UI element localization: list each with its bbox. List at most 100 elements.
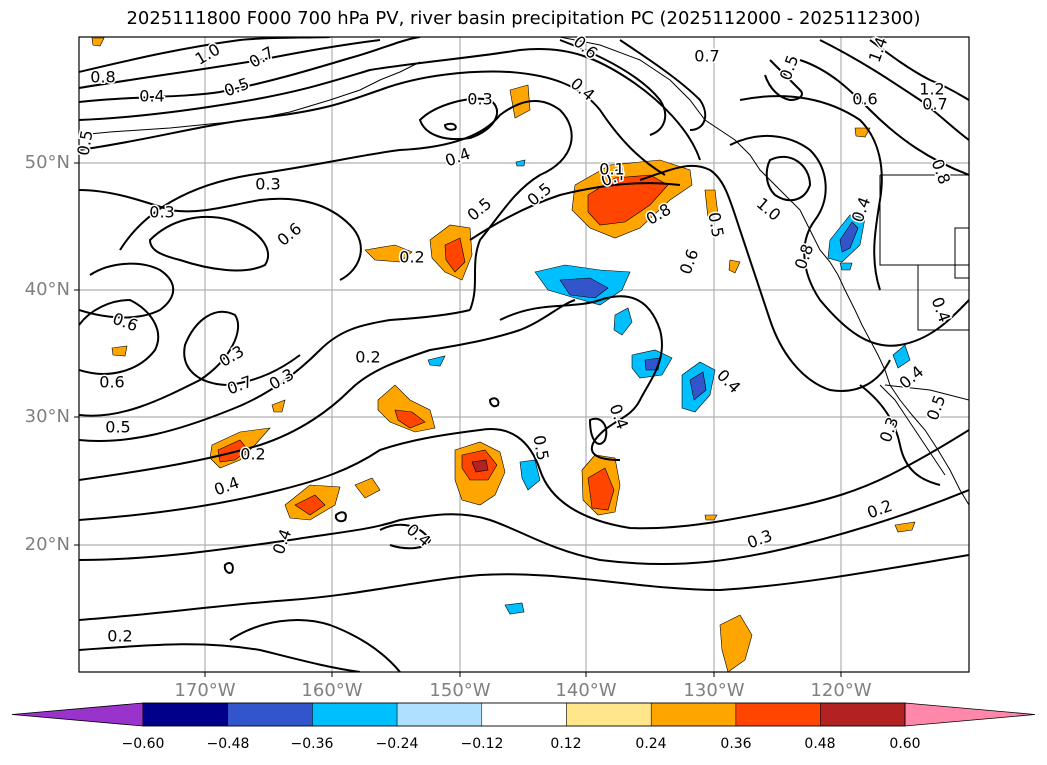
contour-label: 1.2 <box>919 80 944 99</box>
pv-contour <box>79 39 381 89</box>
pv-contour <box>79 299 576 481</box>
colorbar-cell <box>481 702 567 727</box>
pv-contour <box>729 134 969 347</box>
precip-area-pos <box>364 244 413 263</box>
contour-label: 0.8 <box>928 156 955 186</box>
colorbar-tick-label: 0.36 <box>720 736 752 752</box>
contour-label: 0.5 <box>704 211 727 239</box>
lon-label-150w: 150°W <box>429 680 491 701</box>
precip-area-pos <box>854 127 871 138</box>
precip-area-neg <box>515 159 526 167</box>
contour-label: 0.2 <box>355 348 380 367</box>
contour-label: 0.3 <box>255 175 280 194</box>
contour-label: 0.2 <box>399 248 424 267</box>
contour-label: 0.7 <box>694 47 719 66</box>
pv-contour <box>79 310 301 417</box>
contour-label: 0.5 <box>923 392 950 422</box>
pv-contour <box>79 298 160 375</box>
coastline-alaska <box>79 61 421 136</box>
precip-area-pos <box>704 189 719 219</box>
precip-area-pos <box>294 494 326 516</box>
colorbar-cell <box>820 702 906 727</box>
pv-contour <box>379 523 432 550</box>
precip-area-neg <box>839 221 859 253</box>
lon-label-120w: 120°W <box>810 680 872 701</box>
pv-contour <box>79 262 175 319</box>
contour-label: 0.7 <box>246 43 278 72</box>
pv-contour <box>819 39 969 141</box>
contour-label: 0.4 <box>442 144 472 171</box>
colorbar-tick-label: −0.60 <box>121 736 165 752</box>
precip-area-neg <box>519 459 541 491</box>
contour-label: 0.4 <box>211 473 241 500</box>
contour-label: 0.3 <box>216 342 248 371</box>
colorbar-cell <box>142 702 228 727</box>
lon-label-160w: 160°W <box>301 680 363 701</box>
pv-contour <box>334 511 347 523</box>
border-usa-mexico <box>884 384 969 401</box>
pv-contour-lines <box>79 37 969 672</box>
precip-area-neg <box>613 307 633 336</box>
contour-label: 0.1 <box>599 160 624 179</box>
colorbar-cell <box>396 702 483 727</box>
contour-label: 0.8 <box>791 241 818 271</box>
pv-contour <box>588 417 608 445</box>
precip-area-neg <box>559 277 609 299</box>
contour-label: 0.4 <box>713 366 744 397</box>
precip-area-pos <box>444 237 466 273</box>
contour-label: 1.4 <box>865 34 892 64</box>
precip-area-neg <box>839 262 853 271</box>
contour-label: 0.6 <box>852 90 877 109</box>
contour-label: 0.6 <box>274 219 306 250</box>
lat-label-30n: 30°N <box>24 406 70 427</box>
map-gridlines <box>79 37 969 672</box>
pv-contour <box>229 619 401 672</box>
contour-label: 0.8 <box>90 68 115 87</box>
colorbar-tick-label: −0.12 <box>460 736 504 752</box>
colorbar-tick-label: −0.36 <box>290 736 334 752</box>
pv-contour <box>79 643 361 672</box>
pv-contour <box>469 182 681 241</box>
pv-contour <box>223 562 234 574</box>
pv-contour <box>79 309 471 442</box>
colorbar-cell <box>227 702 313 727</box>
coastline-alaska-gulf <box>559 37 801 211</box>
colorbar-extend-min <box>11 702 144 727</box>
contour-label: 0.4 <box>567 74 599 105</box>
precip-area-pos <box>394 409 426 429</box>
contour-label: 0.4 <box>848 194 875 224</box>
precip-area-pos <box>509 84 531 119</box>
axis-ticks <box>74 162 842 677</box>
pv-contour <box>418 97 499 140</box>
contour-label: 0.3 <box>744 526 774 553</box>
pv-contour <box>799 59 969 176</box>
contour-label: 0.4 <box>928 294 955 324</box>
contour-label: 0.6 <box>676 246 703 276</box>
precip-area-pos <box>719 614 753 672</box>
state-border <box>879 175 969 266</box>
map-frame <box>78 36 970 673</box>
lon-label-170w: 170°W <box>174 680 236 701</box>
contour-label: 0.7 <box>922 95 947 114</box>
pv-contour <box>499 295 663 461</box>
pv-contour <box>639 164 891 392</box>
colorbar-tick-label: −0.24 <box>375 736 419 752</box>
precip-area-pos <box>217 439 249 463</box>
coastline-baja <box>879 384 946 476</box>
pv-contour <box>148 216 270 272</box>
colorbar-extend-max <box>904 702 1036 727</box>
colorbar <box>11 702 1036 727</box>
pv-contour <box>443 122 457 131</box>
precip-area-pos <box>354 477 381 499</box>
pv-contour <box>619 39 707 131</box>
precip-area-pos <box>91 37 105 47</box>
pv-contour <box>79 428 969 530</box>
contour-label: 0.6 <box>110 309 140 336</box>
colorbar-cell <box>735 702 821 727</box>
colorbar-tick-label: 0.48 <box>804 736 836 752</box>
precip-area-neg <box>689 371 707 401</box>
colorbar-tick-label: 0.60 <box>889 736 921 752</box>
colorbar-cell <box>312 702 398 727</box>
precip-area-neg <box>427 355 446 367</box>
pv-contour <box>79 70 666 176</box>
